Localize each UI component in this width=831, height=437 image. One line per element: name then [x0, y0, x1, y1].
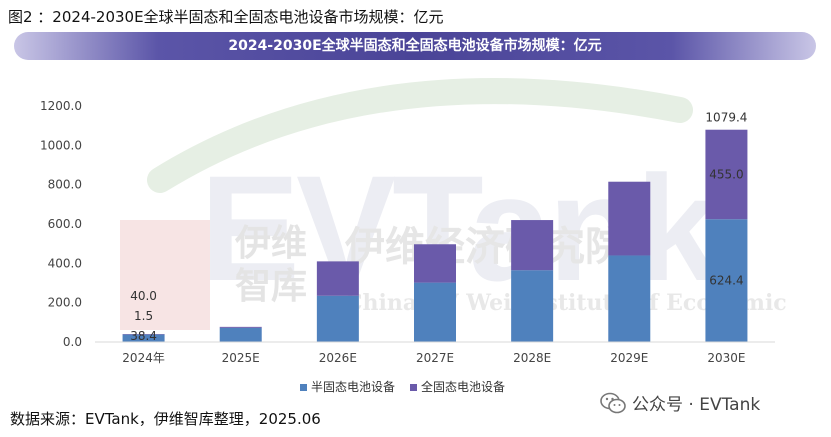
chart-title-banner: 2024-2030E全球半固态和全固态电池设备市场规模：亿元: [14, 32, 816, 60]
x-tick-label: 2025E: [222, 351, 260, 365]
x-axis: 2024年 2025E 2026E 2027E 2028E 2029E 2030E: [95, 341, 775, 365]
bar-semi-solid: [705, 219, 748, 342]
x-tick-label: 2026E: [319, 351, 357, 365]
x-tick-label: 2028E: [513, 351, 551, 365]
figure-title: 图2 ：2024-2030E全球半固态和全固态电池设备市场规模：亿元: [8, 8, 444, 26]
y-tick-label: 600.0: [48, 217, 82, 231]
y-tick-label: 800.0: [48, 178, 82, 192]
data-label: 1.5: [134, 309, 153, 323]
bars: [122, 129, 748, 342]
wechat-icon: [600, 392, 626, 413]
legend-label: 半固态电池设备: [311, 380, 395, 394]
wechat-badge: 公众号 · EVTank: [600, 390, 760, 415]
data-label: 624.4: [709, 274, 743, 288]
y-tick-label: 1200.0: [40, 99, 82, 113]
legend-label: 全固态电池设备: [421, 379, 505, 394]
bar-all-solid: [316, 261, 359, 296]
y-tick-label: 1000.0: [40, 138, 82, 152]
bar-semi-solid: [219, 327, 262, 342]
data-label: 1079.4: [705, 111, 747, 125]
legend-swatch: [300, 384, 307, 391]
source-note: 数据来源：EVTank，伊维智库整理，2025.06: [10, 410, 321, 428]
y-tick-label: 400.0: [48, 256, 82, 270]
bar-all-solid: [414, 244, 456, 283]
bar-semi-solid: [316, 295, 359, 342]
bar-semi-solid: [122, 334, 165, 342]
y-axis: 0.0 200.0 400.0 600.0 800.0 1000.0 1200.0: [40, 99, 82, 349]
data-label: 38.4: [130, 329, 157, 343]
bar-all-solid: [511, 220, 554, 271]
bar-all-solid: [705, 129, 748, 220]
y-tick-label: 200.0: [48, 296, 82, 310]
legend: 半固态电池设备 全固态电池设备: [300, 379, 505, 394]
x-tick-label: 2030E: [707, 351, 745, 365]
bar-semi-solid: [511, 270, 554, 342]
x-tick-label: 2024年: [122, 351, 165, 365]
x-tick-label: 2029E: [610, 351, 648, 365]
data-label: 455.0: [709, 167, 743, 181]
bar-all-solid: [219, 326, 262, 328]
legend-swatch: [410, 384, 417, 391]
y-tick-label: 0.0: [63, 335, 82, 349]
bar-semi-solid: [608, 255, 651, 342]
data-labels: 38.4 1.5 40.0 624.4 455.0 1079.4: [130, 111, 747, 343]
bar-all-solid: [608, 181, 651, 256]
bar-all-solid: [122, 334, 165, 335]
x-tick-label: 2027E: [416, 351, 454, 365]
wechat-label: 公众号 · EVTank: [632, 395, 761, 415]
bar-semi-solid: [414, 282, 456, 342]
data-label: 40.0: [130, 289, 157, 303]
